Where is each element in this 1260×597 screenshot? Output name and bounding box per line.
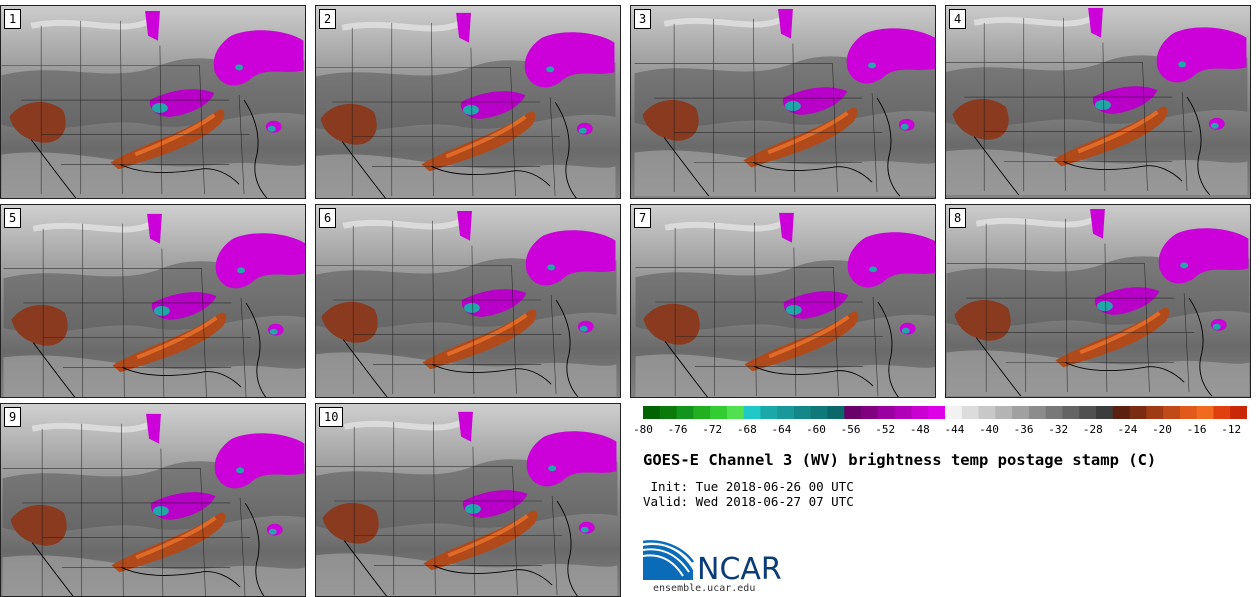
colorbar-swatch xyxy=(911,406,929,419)
colorbar-swatch xyxy=(995,406,1013,419)
colorbar-swatch xyxy=(693,406,711,419)
colorbar-swatch xyxy=(760,406,778,419)
colorbar-tick-label: -44 xyxy=(944,423,965,436)
logo-text: NCAR xyxy=(697,552,782,587)
panel-number: 2 xyxy=(319,9,337,29)
valid-time: Valid: Wed 2018-06-27 07 UTC xyxy=(643,494,854,509)
colorbar-swatch xyxy=(777,406,795,419)
colorbar-swatch xyxy=(894,406,912,419)
colorbar-tick-label: -72 xyxy=(702,423,723,436)
water-vapor-map xyxy=(316,6,620,198)
map-panel: 10 xyxy=(315,403,621,597)
panel-number: 8 xyxy=(949,208,967,228)
colorbar-tick-label: -76 xyxy=(667,423,688,436)
colorbar-swatch xyxy=(794,406,812,419)
colorbar-tick-labels: -80 -76 -72 -68 -64 -60 -56 -52 -48 -44 -40 -36 -32-… xyxy=(630,423,1258,439)
colorbar xyxy=(643,406,1247,419)
colorbar-swatch xyxy=(743,406,761,419)
panel-number: 1 xyxy=(4,9,22,29)
colorbar-tick-label: -32 xyxy=(1048,423,1069,436)
map-panel: 9 xyxy=(0,403,306,597)
colorbar-tick-label: -68 xyxy=(736,423,757,436)
map-panel: 6 xyxy=(315,204,621,398)
panel-number: 10 xyxy=(319,407,344,427)
colorbar-swatch xyxy=(978,406,996,419)
colorbar-swatch xyxy=(1028,406,1047,419)
colorbar-swatch xyxy=(1045,406,1063,419)
water-vapor-map xyxy=(1,6,305,198)
colorbar-tick-label: -40 xyxy=(979,423,999,436)
colorbar-swatch xyxy=(1230,406,1247,419)
panel-number: 3 xyxy=(634,9,652,29)
panel-number: 5 xyxy=(4,208,22,228)
colorbar-swatch xyxy=(1112,406,1131,419)
colorbar-tick-label: -16 xyxy=(1186,423,1207,436)
colorbar-swatch xyxy=(1163,406,1181,419)
map-panel: 5 xyxy=(0,204,306,398)
map-panel: 7 xyxy=(630,204,936,398)
colorbar-swatch xyxy=(676,406,694,419)
panel-number: 7 xyxy=(634,208,652,228)
water-vapor-map xyxy=(946,6,1250,198)
colorbar-tick-label: -52 xyxy=(875,423,896,436)
ncar-logo-icon xyxy=(643,540,695,580)
colorbar-swatch xyxy=(861,406,879,419)
colorbar-swatch xyxy=(1146,406,1164,419)
colorbar-tick-label: -24 xyxy=(1117,423,1138,436)
colorbar-swatch xyxy=(710,406,728,419)
colorbar-tick-label: -80 xyxy=(633,423,653,436)
colorbar-swatch xyxy=(659,406,678,419)
colorbar-swatch xyxy=(1196,406,1214,419)
water-vapor-map xyxy=(316,404,620,596)
colorbar-swatch xyxy=(1079,406,1097,419)
colorbar-swatch xyxy=(1213,406,1231,419)
water-vapor-map xyxy=(1,404,305,596)
panel-number: 6 xyxy=(319,208,337,228)
colorbar-tick-label: -56 xyxy=(840,423,861,436)
colorbar-swatch xyxy=(1012,406,1030,419)
logo-url: ensemble.ucar.edu xyxy=(653,583,756,594)
colorbar-swatch xyxy=(961,406,980,419)
colorbar-swatch xyxy=(827,406,845,419)
colorbar-tick-label: -28 xyxy=(1082,423,1103,436)
map-panel: 4 xyxy=(945,5,1251,199)
water-vapor-map xyxy=(316,205,620,397)
map-panel: 2 xyxy=(315,5,621,199)
colorbar-tick-label: -48 xyxy=(909,423,930,436)
water-vapor-map xyxy=(631,6,935,198)
init-time: Init: Tue 2018-06-26 00 UTC xyxy=(643,479,854,494)
water-vapor-map xyxy=(631,205,935,397)
map-panel: 1 xyxy=(0,5,306,199)
colorbar-swatch xyxy=(1179,406,1198,419)
colorbar-swatch xyxy=(1096,406,1114,419)
colorbar-swatch xyxy=(726,406,745,419)
water-vapor-map xyxy=(1,205,305,397)
colorbar-tick-label: -60 xyxy=(806,423,826,436)
colorbar-tick-label: -12 xyxy=(1221,423,1242,436)
colorbar-swatch xyxy=(945,406,963,419)
colorbar-swatch xyxy=(810,406,829,419)
map-panel: 3 xyxy=(630,5,936,199)
colorbar-swatch xyxy=(844,406,862,419)
water-vapor-map xyxy=(946,205,1250,397)
colorbar-tick-label: -36 xyxy=(1013,423,1034,436)
map-panel: 8 xyxy=(945,204,1251,398)
colorbar-tick-label: -20 xyxy=(1152,423,1172,436)
colorbar-swatch xyxy=(928,406,946,419)
colorbar-swatch xyxy=(877,406,896,419)
colorbar-swatch xyxy=(1129,406,1147,419)
colorbar-tick-label: -64 xyxy=(771,423,792,436)
figure-title: GOES-E Channel 3 (WV) brightness temp po… xyxy=(643,451,1157,469)
colorbar-swatch xyxy=(1062,406,1080,419)
panel-number: 9 xyxy=(4,407,22,427)
colorbar-swatch xyxy=(643,406,661,419)
panel-number: 4 xyxy=(949,9,967,29)
